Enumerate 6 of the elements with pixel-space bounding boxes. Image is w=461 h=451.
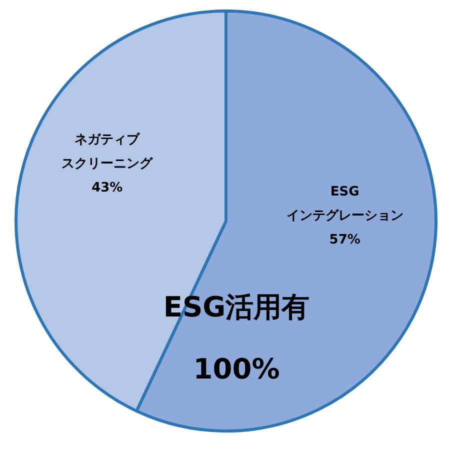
text: ESG活用有 xyxy=(163,290,310,324)
text: 100% xyxy=(193,352,280,386)
slice-label: ネガティブスクリーニング xyxy=(62,132,154,172)
slice-label: ESGインテグレーション xyxy=(286,184,404,224)
data-label: 57% xyxy=(329,232,360,248)
data-label: 43% xyxy=(92,180,123,196)
